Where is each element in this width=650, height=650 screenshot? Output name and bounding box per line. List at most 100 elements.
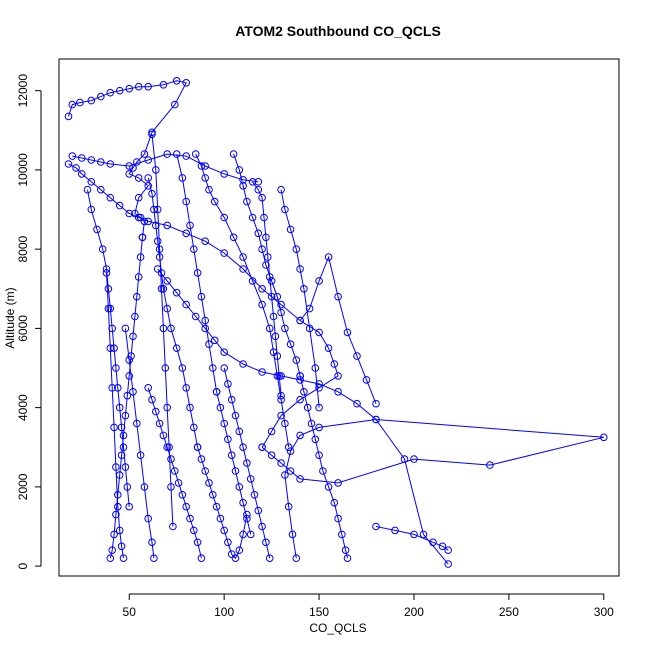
data-point	[258, 443, 266, 452]
data-point	[258, 245, 266, 253]
data-point	[254, 506, 263, 515]
x-axis: 50 100 150 200 250 300	[123, 593, 614, 619]
chart-title: ATOM2 Southbound CO_QCLS	[235, 23, 441, 39]
data-point	[134, 193, 143, 202]
data-point	[334, 372, 342, 380]
data-point	[182, 197, 190, 206]
data-point	[343, 554, 352, 563]
y-axis: 0 2000 4000 6000 8000 10000 12000	[16, 74, 42, 569]
data-point	[212, 388, 221, 396]
data-point	[123, 391, 132, 400]
y-tick-label: 6000	[16, 315, 30, 342]
data-point	[353, 352, 361, 360]
x-tick-label: 150	[309, 605, 329, 619]
data-point	[112, 364, 120, 372]
data-point	[150, 554, 158, 563]
data-point	[231, 411, 240, 420]
data-point	[262, 233, 270, 242]
data-point	[144, 217, 152, 226]
series-line	[223, 367, 271, 559]
data-point	[172, 150, 181, 158]
data-point	[117, 451, 126, 460]
data-point	[68, 100, 77, 109]
data-point	[201, 467, 209, 475]
data-point	[246, 475, 255, 483]
data-point	[108, 546, 116, 555]
data-point	[216, 403, 225, 412]
series-line	[261, 418, 604, 559]
x-tick-label: 100	[214, 605, 234, 619]
data-point	[115, 201, 124, 210]
data-point	[227, 550, 236, 559]
data-point	[182, 502, 190, 511]
data-point	[277, 459, 285, 467]
data-point	[136, 253, 145, 261]
series-line	[87, 189, 130, 507]
data-point	[93, 225, 101, 234]
data-point	[281, 205, 289, 214]
data-point	[133, 292, 141, 301]
data-point	[169, 522, 177, 531]
data-point	[264, 253, 272, 261]
data-point	[97, 158, 105, 166]
data-point	[277, 300, 285, 309]
data-point	[239, 443, 247, 452]
data-point	[334, 514, 342, 523]
data-layer	[64, 77, 608, 568]
data-point	[127, 352, 135, 360]
data-point	[248, 277, 257, 285]
data-point	[267, 451, 276, 460]
data-point	[267, 292, 276, 301]
series-line	[195, 153, 290, 448]
x-tick-label: 250	[499, 605, 519, 619]
data-point	[227, 395, 236, 404]
data-point	[212, 502, 221, 511]
data-point	[305, 324, 314, 333]
data-point	[324, 483, 333, 491]
data-point	[315, 384, 323, 392]
data-point	[178, 174, 187, 182]
data-point	[315, 277, 323, 285]
data-point	[193, 538, 202, 547]
data-point	[296, 265, 304, 273]
data-point	[159, 431, 168, 440]
data-point	[311, 435, 320, 444]
data-point	[129, 332, 137, 341]
data-point	[148, 189, 156, 198]
data-point	[277, 185, 285, 194]
data-point	[235, 483, 244, 491]
data-point	[281, 324, 289, 333]
data-point	[110, 530, 118, 539]
data-point	[123, 483, 132, 491]
data-point	[136, 213, 145, 222]
data-point	[391, 526, 399, 535]
data-point	[296, 475, 304, 483]
data-point	[182, 300, 190, 309]
data-point	[102, 265, 111, 273]
data-point	[410, 455, 418, 463]
data-point	[284, 502, 293, 511]
data-point	[144, 384, 152, 392]
series-line	[252, 181, 282, 396]
data-point	[110, 423, 118, 432]
data-point	[269, 312, 278, 321]
data-point	[117, 423, 126, 432]
data-point	[163, 150, 171, 158]
data-point	[163, 304, 171, 313]
data-point	[220, 170, 228, 178]
data-point	[108, 384, 116, 392]
data-point	[182, 384, 190, 392]
data-point	[330, 360, 339, 368]
data-point	[131, 209, 139, 218]
data-point	[229, 150, 238, 158]
data-point	[262, 261, 270, 269]
data-point	[121, 324, 130, 333]
y-tick-label: 2000	[16, 473, 30, 500]
data-point	[104, 304, 113, 313]
data-point	[265, 324, 274, 333]
data-point	[334, 388, 342, 396]
series-line	[197, 447, 248, 560]
y-tick-label: 4000	[16, 394, 30, 421]
data-point	[209, 491, 217, 499]
data-point	[296, 316, 304, 325]
